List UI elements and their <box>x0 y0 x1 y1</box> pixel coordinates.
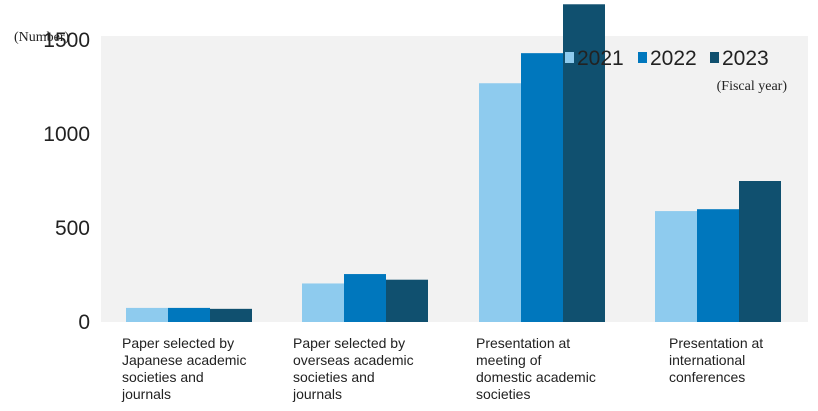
legend-label-2023: 2023 <box>722 47 769 70</box>
category-label-2-line-1: Paper selected by <box>293 335 405 351</box>
legend-swatch-2022 <box>638 52 647 63</box>
category-label-4-line-2: international <box>669 352 745 368</box>
category-label-2-line-2: overseas academic <box>293 352 414 368</box>
bar-2022-category-4 <box>697 209 739 322</box>
bar-2022-category-2 <box>344 274 386 322</box>
y-axis-unit-label: (Number) <box>14 30 70 45</box>
bars <box>126 4 781 323</box>
bar-2021-category-2 <box>302 283 344 322</box>
legend-label-2022: 2022 <box>650 47 697 70</box>
category-label-1-line-1: Paper selected by <box>122 335 234 351</box>
category-label-3-line-2: meeting of <box>476 352 541 368</box>
category-label-3-line-1: Presentation at <box>476 335 570 351</box>
legend: 2021 2022 2023 <box>565 47 769 70</box>
category-label-1-line-2: Japanese academic <box>122 352 247 368</box>
fiscal-year-note: (Fiscal year) <box>717 79 788 94</box>
bar-2023-category-4 <box>739 181 781 322</box>
bar-2023-category-2 <box>386 279 428 322</box>
y-tick-label: 0 <box>78 311 90 334</box>
legend-swatch-2021 <box>565 52 574 63</box>
category-label-1-line-4: journals <box>121 386 171 402</box>
category-label-3-line-3: domestic academic <box>476 369 596 385</box>
y-tick-label: 500 <box>55 217 90 240</box>
category-label-3-line-4: societies <box>476 386 530 402</box>
legend-label-2021: 2021 <box>577 47 624 70</box>
legend-swatch-2023 <box>710 52 719 63</box>
bar-2021-category-4 <box>655 211 697 322</box>
y-axis-tick-labels: 05001000150020002500 <box>43 29 90 334</box>
bar-2021-category-3 <box>479 83 521 323</box>
category-label-1-line-3: societies and <box>122 369 204 385</box>
category-label-2-line-3: societies and <box>293 369 375 385</box>
category-label-4-line-3: conferences <box>669 369 745 385</box>
bar-2023-category-1 <box>210 308 252 322</box>
y-tick-label: 1500 <box>43 29 90 52</box>
category-label-2-line-4: journals <box>292 386 342 402</box>
bar-2022-category-1 <box>168 307 210 322</box>
bar-2022-category-3 <box>521 53 563 322</box>
category-label-4-line-1: Presentation at <box>669 335 763 351</box>
bar-2021-category-1 <box>126 307 168 322</box>
y-tick-label: 1000 <box>43 123 90 146</box>
